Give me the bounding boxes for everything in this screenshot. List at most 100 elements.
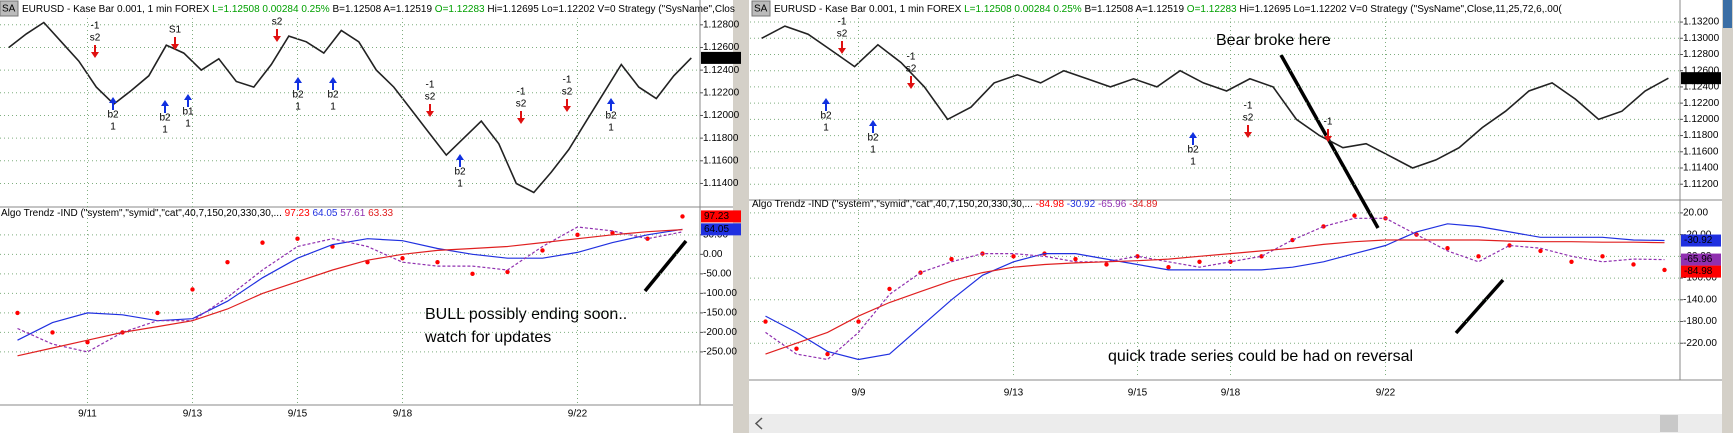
legend-entry: -30.92	[1067, 199, 1096, 210]
legend-entry: 63.33	[368, 208, 393, 219]
dot	[225, 259, 230, 265]
y-tick-label: 1.12800	[1683, 49, 1720, 60]
x-tick-label: 9/9	[852, 388, 866, 399]
y-tick-label: 1.12600	[703, 42, 740, 53]
dot	[949, 256, 954, 262]
dot	[295, 236, 300, 241]
axis-value-box	[701, 210, 741, 223]
axis-value-label: 64.05	[704, 224, 729, 235]
sell-arrow	[273, 29, 281, 42]
signal-label: -1	[907, 52, 916, 63]
buy-arrow	[456, 154, 464, 167]
x-tick-label: 9/13	[183, 409, 203, 420]
badge-box	[0, 0, 19, 17]
header-rest: Hi=1.12695 Lo=1.12202 V=0 Strategy ("Sys…	[487, 4, 735, 15]
y-tick-label: 1.12400	[703, 65, 740, 76]
bid-ask: B=1.12508 A=1.12519	[332, 4, 432, 15]
buy-arrow	[294, 77, 302, 90]
signal-label: s2	[516, 99, 527, 110]
y-tick-label: 1.12400	[1683, 82, 1720, 93]
y-tick-label: 1.13200	[1683, 17, 1720, 28]
dot	[1600, 254, 1605, 259]
dot	[1569, 259, 1574, 264]
badge: SA	[2, 4, 16, 15]
signal-label: b2	[159, 113, 171, 124]
x-tick-label: 9/18	[1221, 388, 1241, 399]
sell-arrow	[517, 111, 525, 124]
signal-label: -1	[838, 17, 847, 28]
dot	[50, 330, 55, 335]
dot	[763, 319, 768, 324]
buy-arrow	[822, 98, 830, 111]
y-tick-label: 1.11200	[1683, 179, 1719, 190]
signal-label: s2	[1243, 113, 1254, 124]
signal-label: b1	[182, 107, 194, 118]
sell-arrow	[563, 99, 571, 112]
signal-label: -1	[517, 87, 526, 98]
signal-label: b2	[820, 111, 832, 122]
signal-label: s2	[272, 17, 283, 28]
axis-value-box	[1681, 265, 1721, 278]
axis-value-label: 1.12508	[704, 53, 741, 64]
axis-value-label: -65.96	[1684, 254, 1713, 265]
y-tick-label: -180.00	[1683, 316, 1717, 327]
dot	[435, 259, 440, 265]
x-tick-label: 9/15	[1128, 388, 1148, 399]
signal-label: b2	[292, 90, 304, 101]
signal-label: -1	[1324, 117, 1333, 128]
dot	[155, 310, 160, 316]
scrollbar[interactable]	[1722, 0, 1733, 433]
sell-arrow	[171, 37, 179, 50]
y-tick-label: 1.13000	[1683, 33, 1720, 44]
annotation: Bear broke here	[1216, 32, 1331, 49]
sell-arrow	[838, 41, 846, 54]
open-price: O=1.12283	[1187, 4, 1237, 15]
dot	[610, 230, 615, 236]
signal-label: 1	[295, 102, 301, 113]
y-tick-label: 1.12000	[1683, 114, 1720, 125]
y-tick-label: 1.11400	[703, 178, 739, 189]
annotation: BULL possibly ending soon..	[425, 306, 627, 323]
signal-label: b2	[454, 167, 466, 178]
axis-value-box	[1681, 234, 1721, 247]
dot	[645, 236, 650, 241]
scroll-left-arrow[interactable]	[754, 417, 763, 430]
dot	[1662, 267, 1667, 273]
signal-label: b2	[107, 110, 119, 121]
sell-arrow	[91, 45, 99, 58]
symbol: EURUSD - Kase Bar 0.001, 1 min FOREX	[774, 4, 962, 15]
buy-arrow	[329, 77, 337, 90]
axis-value-box	[1681, 253, 1721, 266]
legend-entry: 64.05	[312, 208, 337, 219]
indicator-header: Algo Trendz -IND ("system","symid","cat"…	[752, 199, 1158, 210]
dot	[1197, 259, 1202, 264]
dot	[260, 240, 265, 245]
dot	[1290, 237, 1295, 243]
y-tick-label: 1.12800	[703, 19, 740, 30]
dot	[1073, 256, 1078, 262]
y-tick-label: 20.00	[1683, 208, 1708, 219]
dot	[15, 310, 20, 316]
signal-label: b2	[605, 111, 617, 122]
legend-entry: -84.98	[1036, 199, 1065, 210]
axis-value-label: 97.23	[704, 211, 729, 222]
y-tick-label: -100.00	[1683, 273, 1717, 284]
dot	[85, 339, 90, 345]
dot	[505, 269, 510, 275]
scroll-thumb[interactable]	[1660, 415, 1678, 432]
scrollbar-thumb[interactable]	[1723, 0, 1732, 28]
badge: SA	[754, 4, 768, 15]
axis-value-box	[1681, 72, 1721, 85]
dot	[575, 232, 580, 238]
price-line	[8, 21, 692, 194]
dot	[887, 286, 892, 292]
h-scrollbar[interactable]	[749, 414, 1722, 433]
signal-label: -1	[426, 80, 435, 91]
dot	[1445, 245, 1450, 251]
y-tick-label: -140.00	[1683, 294, 1717, 305]
x-tick-label: 9/13	[1004, 388, 1024, 399]
signal-label: 1	[608, 123, 614, 134]
signal-label: s2	[425, 92, 436, 103]
axis-value-box	[701, 223, 741, 236]
